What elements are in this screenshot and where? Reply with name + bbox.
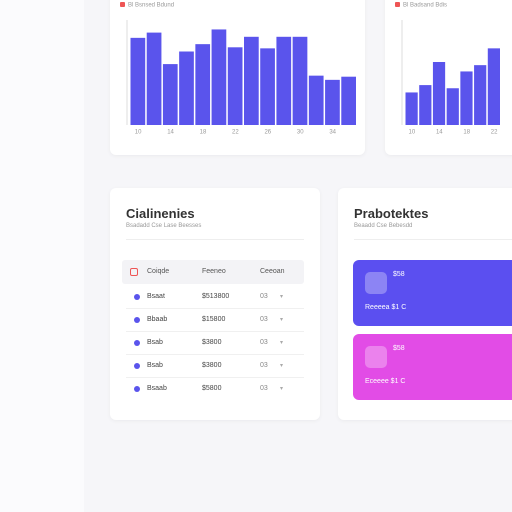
bar: [460, 71, 473, 125]
title-icon: [120, 2, 125, 7]
bar: [260, 48, 275, 125]
sidebar: [0, 0, 84, 512]
bar: [227, 47, 243, 125]
bar: [308, 75, 324, 125]
x-tick-label: 22: [232, 130, 239, 136]
header-icon: [130, 268, 138, 276]
card-value: $58: [393, 345, 405, 352]
bar: [487, 48, 500, 125]
x-tick-label: 22: [491, 130, 498, 136]
title-icon: [395, 2, 400, 7]
header-cell: Coiqde: [147, 268, 170, 275]
bar: [162, 64, 178, 125]
row-icon: [134, 386, 140, 392]
x-tick-label: 10: [135, 130, 142, 136]
chevron: ▾: [280, 340, 284, 346]
bar: [474, 65, 487, 125]
table-header: Coiqde Feeneo Ceeoan: [122, 260, 304, 284]
bar: [341, 76, 356, 125]
card-title: Cialinenies: [126, 206, 195, 221]
chart-title: Bl Bsnsed Bdund: [128, 3, 174, 9]
card-icon: [365, 272, 387, 294]
product-card: $58 Eceeee $1 C: [353, 334, 512, 400]
bar: [146, 32, 162, 125]
row-icon: [134, 340, 140, 346]
card-title: Prabotektes: [354, 206, 429, 221]
bar: [130, 37, 146, 125]
row-divider: [126, 377, 304, 378]
divider: [126, 239, 304, 240]
bar: [419, 85, 432, 125]
bar: [325, 79, 340, 125]
card-value: $58: [393, 271, 405, 278]
cell: $5800: [202, 385, 222, 392]
row-icon: [134, 294, 140, 300]
chevron: ▾: [280, 294, 284, 300]
clients-card: Cialinenies Bsadadd Cse Lase Beesses Coi…: [110, 188, 320, 420]
x-tick-label: 14: [167, 130, 174, 136]
header-cell: Feeneo: [202, 268, 226, 275]
chevron: ▾: [280, 386, 284, 392]
bar: [211, 29, 227, 126]
cell: Bsaat: [147, 293, 165, 300]
divider: [354, 239, 512, 240]
bar: [446, 88, 459, 125]
x-tick-label: 18: [463, 130, 470, 136]
cell: 03: [260, 385, 268, 392]
x-tick-label: 10: [409, 130, 416, 136]
card-subtitle: Beaadd Cse Bebesdd: [354, 223, 413, 229]
cell: 03: [260, 362, 268, 369]
chevron: ▾: [280, 363, 284, 369]
x-tick-label: 34: [329, 130, 336, 136]
bar: [195, 44, 211, 125]
card-icon: [365, 346, 387, 368]
cell: $513800: [202, 293, 230, 300]
cell: 03: [260, 339, 268, 346]
cell: $15800: [202, 316, 226, 323]
row-divider: [126, 354, 304, 355]
x-tick-label: 30: [297, 130, 304, 136]
card-label: Reeeea $1 C: [365, 304, 407, 311]
row-divider: [126, 331, 304, 332]
bar: [244, 36, 259, 125]
charts: Bl Bsnsed Bdund 10 14 18 22 26 30 34 Bl Badsand …: [120, 2, 500, 136]
bar: [292, 36, 308, 125]
cell: $3800: [202, 339, 222, 346]
chevron: ▾: [280, 317, 284, 323]
cell: Bbaab: [147, 316, 168, 323]
cell: 03: [260, 316, 268, 323]
cell: Bsab: [147, 362, 163, 369]
chart-title: Bl Badsand Bdis: [403, 3, 447, 9]
product-card: $58 Reeeea $1 C: [353, 260, 512, 326]
bar: [276, 36, 292, 125]
card-label: Eceeee $1 C: [365, 378, 406, 385]
cell: Bsaab: [147, 385, 167, 392]
row-icon: [134, 363, 140, 369]
cell: Bsab: [147, 339, 163, 346]
x-tick-label: 14: [436, 130, 443, 136]
cell: 03: [260, 293, 268, 300]
card-subtitle: Bsadadd Cse Lase Beesses: [126, 223, 202, 229]
bar: [179, 51, 194, 125]
bar: [432, 62, 446, 125]
bar: [405, 92, 418, 125]
row-divider: [126, 308, 304, 309]
cell: $3800: [202, 362, 222, 369]
header-cell: Ceeoan: [260, 268, 285, 275]
x-tick-label: 18: [200, 130, 207, 136]
row-icon: [134, 317, 140, 323]
x-tick-label: 26: [264, 130, 271, 136]
